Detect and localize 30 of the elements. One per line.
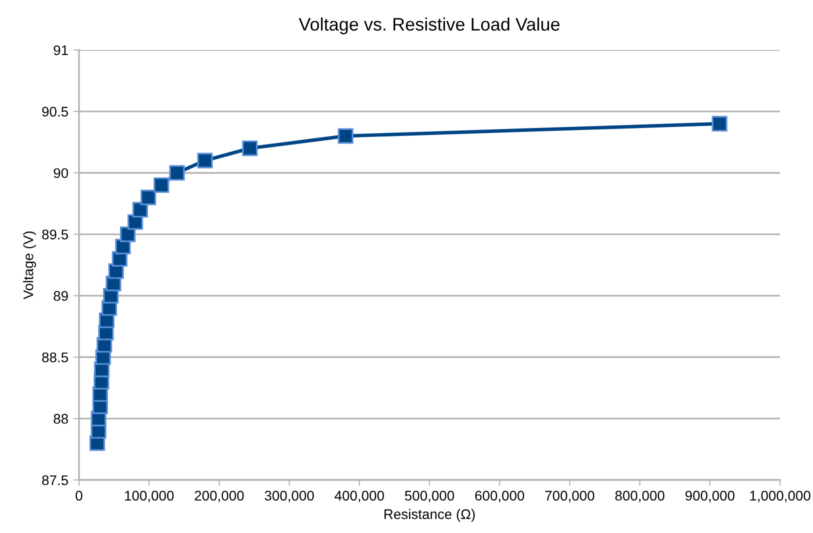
- chart-title: Voltage vs. Resistive Load Value: [298, 17, 560, 34]
- y-tick-label: 90.5: [42, 106, 68, 117]
- x-tick-label: 200,000: [194, 490, 244, 502]
- y-tick-label: 88.5: [42, 352, 68, 362]
- point: [154, 177, 170, 193]
- x-tick-label: 700,000: [545, 490, 594, 502]
- x-tick-label: 0: [76, 490, 82, 501]
- x-tick-label: 100,000: [125, 490, 174, 502]
- point: [712, 116, 728, 132]
- y-axis-title: Voltage (V): [23, 232, 36, 300]
- x-tick-label: 800,000: [615, 490, 664, 502]
- y-tick-label: 89: [54, 291, 68, 301]
- y-tick-label: 90: [54, 168, 68, 178]
- y-tick-label: 87.5: [42, 475, 68, 486]
- y-tick-label: 91: [54, 45, 68, 56]
- x-tick-label: 900,000: [685, 490, 734, 502]
- point: [140, 190, 156, 206]
- point: [242, 140, 258, 156]
- point: [132, 202, 148, 218]
- point: [197, 152, 213, 168]
- x-tick-label: 500,000: [404, 490, 454, 502]
- point: [338, 128, 354, 144]
- x-axis-title: Resistance (Ω): [384, 508, 475, 522]
- x-tick-label: 1,000,000: [750, 490, 810, 502]
- y-tick-label: 89.5: [42, 230, 68, 240]
- x-tick-label: 600,000: [475, 490, 524, 502]
- x-tick-label: 400,000: [334, 490, 384, 502]
- x-tick-label: 300,000: [264, 490, 314, 502]
- point: [169, 165, 185, 181]
- y-tick-label: 88: [54, 414, 68, 424]
